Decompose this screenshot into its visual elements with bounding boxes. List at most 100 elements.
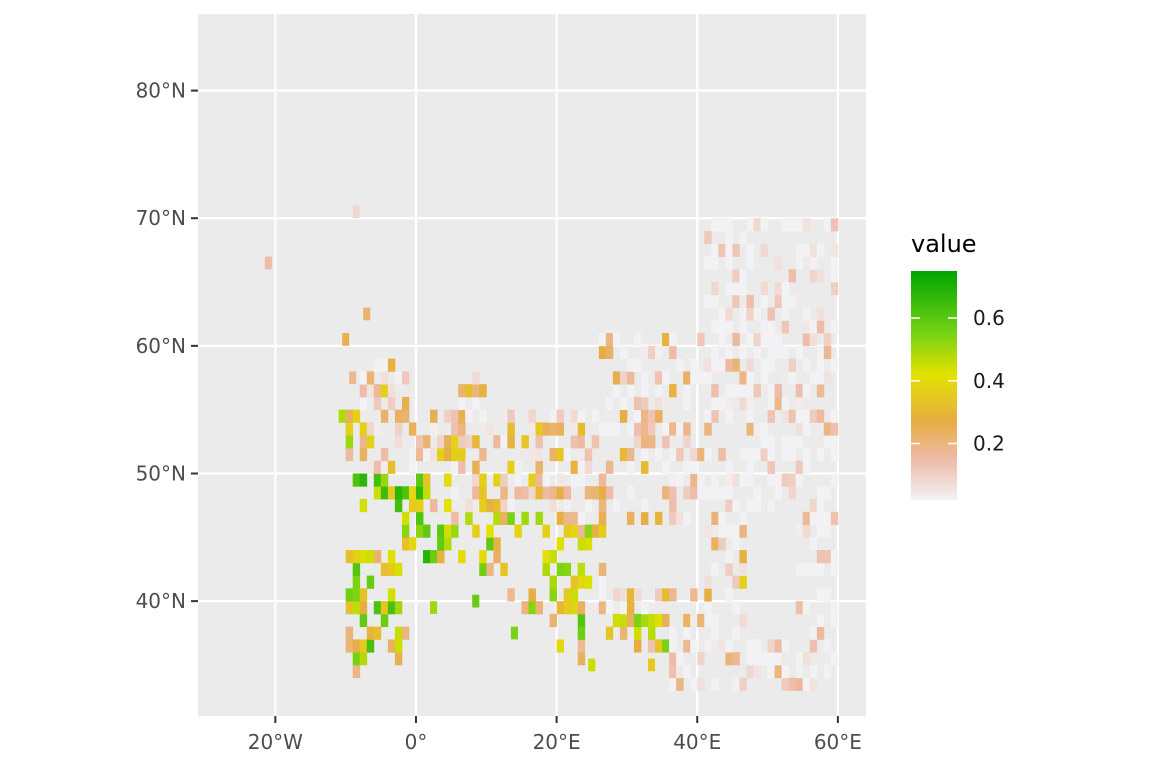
raster-cell (528, 447, 536, 462)
raster-cell (795, 652, 804, 666)
raster-cell (570, 460, 579, 474)
raster-cell (746, 333, 754, 347)
raster-cell (816, 409, 825, 423)
raster-cell (345, 422, 354, 436)
raster-cell (683, 664, 691, 679)
raster-cell (739, 294, 747, 308)
raster-cell (753, 499, 761, 513)
raster-cell (662, 396, 670, 411)
raster-cell (711, 473, 719, 487)
raster-cell (732, 243, 740, 257)
raster-cell (788, 409, 797, 423)
raster-cell (781, 230, 790, 245)
raster-cell (373, 396, 382, 411)
raster-cell (830, 282, 839, 296)
raster-cell (605, 486, 614, 500)
raster-cell (401, 371, 410, 385)
raster-cell (458, 550, 466, 564)
raster-cell (802, 422, 811, 436)
raster-cell (753, 218, 761, 232)
raster-cell (697, 473, 705, 487)
raster-cell (725, 562, 733, 576)
raster-cell (430, 499, 438, 513)
raster-cell (732, 282, 740, 296)
raster-cell (640, 396, 649, 411)
raster-cell (577, 537, 586, 551)
raster-cell (373, 422, 382, 436)
raster-cell (401, 409, 410, 423)
raster-cell (816, 613, 825, 628)
y-tick-label: 80°N (136, 79, 186, 103)
raster-cell (366, 384, 375, 398)
raster-cell (830, 435, 839, 449)
raster-cell (746, 256, 754, 270)
raster-cell (549, 613, 558, 628)
raster-cell (451, 511, 459, 525)
raster-cell (795, 345, 804, 360)
raster-cell (423, 550, 431, 564)
raster-cell (753, 333, 761, 347)
raster-cell (451, 460, 459, 474)
raster-cell (788, 358, 797, 372)
raster-cell (669, 588, 677, 602)
raster-cell (387, 460, 396, 474)
raster-cell (669, 664, 677, 679)
raster-cell (345, 447, 354, 462)
raster-cell (809, 371, 818, 385)
raster-cell (542, 473, 550, 487)
raster-cell (718, 218, 726, 232)
raster-cell (507, 588, 515, 602)
raster-cell (493, 435, 501, 449)
raster-cell (570, 409, 579, 423)
raster-cell (556, 601, 565, 615)
raster-cell (352, 575, 361, 589)
raster-cell (760, 358, 768, 372)
raster-cell (725, 256, 733, 270)
raster-cell (640, 371, 649, 385)
raster-cell (718, 639, 726, 653)
raster-cell (577, 460, 586, 474)
raster-cell (640, 422, 649, 436)
raster-cell (781, 282, 790, 296)
raster-cell (394, 601, 403, 615)
raster-cell (732, 524, 740, 538)
raster-cell (507, 435, 515, 449)
raster-cell (373, 384, 382, 398)
raster-cell (373, 486, 382, 500)
raster-cell (479, 447, 487, 462)
raster-cell (444, 524, 452, 538)
raster-cell (563, 499, 572, 513)
raster-cell (669, 626, 677, 640)
legend-break-label: 0.2 (973, 432, 1005, 456)
raster-cell (690, 588, 698, 602)
raster-cell (823, 345, 832, 360)
raster-cell (711, 345, 719, 360)
raster-cell (556, 486, 565, 500)
raster-cell (486, 499, 494, 513)
raster-cell (633, 396, 642, 411)
raster-cell (704, 371, 712, 385)
raster-cell (669, 345, 677, 360)
raster-cell (690, 639, 698, 653)
raster-cell (830, 447, 839, 462)
raster-cell (830, 358, 839, 372)
raster-cell (472, 473, 480, 487)
raster-cell (739, 230, 747, 245)
raster-cell (655, 511, 663, 525)
raster-cell-sicily (510, 626, 518, 640)
raster-cell (676, 677, 684, 691)
raster-cell (619, 588, 628, 602)
raster-cell (458, 409, 466, 423)
raster-cell (401, 537, 410, 551)
raster-cell (640, 345, 649, 360)
raster-cell (781, 371, 790, 385)
raster-cell (535, 486, 543, 500)
raster-cell (676, 652, 684, 666)
raster-cell (605, 626, 614, 640)
raster-cell (781, 652, 790, 666)
raster-cell (359, 499, 368, 513)
raster-cell (648, 626, 656, 640)
raster-cell (711, 626, 719, 640)
raster-cell (662, 588, 670, 602)
raster-cell (816, 358, 825, 372)
